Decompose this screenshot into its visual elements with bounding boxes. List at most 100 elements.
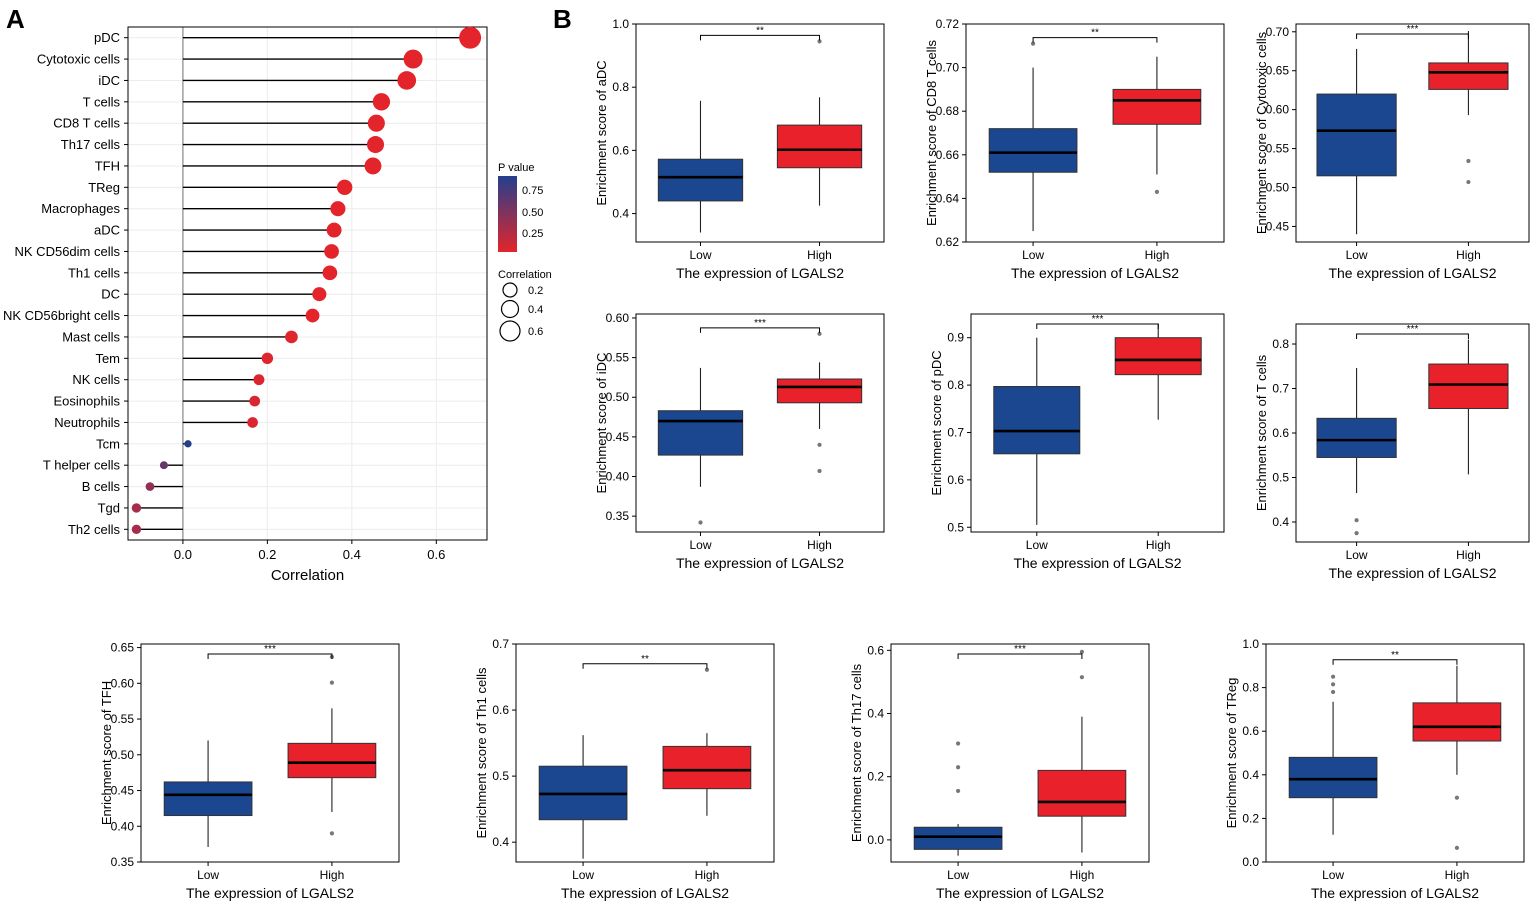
x-axis-title: The expression of LGALS2	[1013, 555, 1181, 571]
x-tick-label: Low	[947, 868, 969, 882]
y-tick-label: 0.55	[111, 712, 135, 726]
outlier-point	[817, 468, 822, 474]
y-tick-label: 0.6	[492, 703, 509, 717]
correlation-legend-circle	[499, 320, 521, 342]
y-tick-label: 0.5	[1272, 470, 1289, 484]
y-tick-label: 0.7	[1272, 382, 1289, 396]
plot-frame	[890, 643, 1150, 863]
x-tick-label: High	[807, 538, 832, 552]
box-low	[913, 826, 1003, 850]
y-tick-label: 0.45	[1266, 219, 1290, 233]
significance-bracket	[1356, 333, 1469, 339]
significance-label: ***	[1407, 324, 1419, 335]
x-tick-label: High	[1456, 548, 1481, 562]
y-tick-label: 0.0	[1242, 855, 1259, 869]
outlier-point	[1466, 158, 1471, 164]
significance-bracket	[582, 663, 708, 669]
boxplot-t-cells: 0.4 0.5 0.6 0.7 0.8 Low High *** The expression …	[1254, 323, 1530, 581]
significance-bracket	[1332, 659, 1458, 665]
significance-label: **	[1091, 28, 1099, 39]
significance-bracket	[1032, 37, 1158, 43]
y-tick-label: 0.60	[1266, 103, 1290, 117]
y-axis-title: Enrichment score of Th17 cells	[849, 663, 864, 842]
x-tick-label: Low	[689, 538, 711, 552]
box-high	[1112, 88, 1202, 125]
x-tick-label: High	[1445, 868, 1470, 882]
lollipop-point	[324, 244, 339, 259]
y-tick-label: NK cells	[72, 372, 120, 387]
outlier-point	[1079, 649, 1085, 654]
plot-frame	[127, 26, 488, 541]
box-low	[988, 128, 1078, 173]
lollipop-point	[184, 440, 192, 448]
lollipop-point	[322, 265, 338, 281]
outlier-point	[1030, 41, 1036, 46]
plot-border	[127, 26, 488, 541]
p-value-legend-title: P value	[498, 162, 535, 174]
y-tick-label: TReg	[88, 180, 120, 195]
y-tick-label: aDC	[94, 223, 120, 238]
correlation-legend-label: 0.6	[528, 326, 543, 338]
y-tick-label: T helper cells	[43, 458, 121, 473]
y-tick-label: CD8 T cells	[53, 116, 120, 131]
x-tick-label: High	[807, 248, 832, 262]
correlation-legend-title: Correlation	[498, 269, 552, 281]
outlier-point	[704, 667, 710, 672]
y-tick-label: 1.0	[612, 17, 629, 31]
box-high	[776, 378, 863, 404]
y-tick-label: 0.8	[1272, 337, 1289, 351]
x-tick-label: Low	[1022, 248, 1044, 262]
y-tick-label: 0.65	[111, 641, 135, 655]
p-value-legend-label: 0.25	[522, 228, 543, 240]
y-tick-label: 0.8	[612, 80, 629, 94]
x-axis-title: The expression of LGALS2	[676, 265, 844, 281]
x-tick-label: Low	[197, 868, 219, 882]
x-axis-title: Correlation	[271, 567, 344, 584]
y-axis-title: Enrichment score of Cytotoxic cells	[1254, 31, 1269, 234]
outlier-point	[1466, 179, 1471, 185]
y-tick-label: 0.7	[947, 425, 964, 439]
y-tick-label: 0.60	[111, 676, 135, 690]
outlier-point	[329, 680, 335, 685]
y-tick-label: 0.70	[1266, 25, 1290, 39]
y-tick-label: 0.4	[492, 835, 509, 849]
lollipop-point	[131, 524, 142, 535]
significance-bracket	[699, 34, 821, 41]
lollipop-point	[459, 26, 482, 49]
outlier-point	[1454, 845, 1460, 850]
y-tick-label: 0.5	[947, 520, 964, 534]
y-tick-label: 0.40	[111, 819, 135, 833]
box-high	[1114, 337, 1202, 376]
box-high	[1412, 702, 1502, 742]
y-tick-label: Th1 cells	[68, 265, 121, 280]
outlier-point	[1079, 675, 1085, 680]
lollipop-point	[253, 374, 265, 386]
p-value-legend-label: 0.75	[522, 185, 543, 197]
significance-label: ***	[1014, 644, 1026, 655]
y-tick-label: 0.6	[1242, 724, 1259, 738]
significance-bracket	[957, 653, 1083, 659]
box-high	[287, 742, 377, 779]
box-low	[993, 386, 1081, 455]
plot-frame	[1265, 643, 1525, 863]
x-tick-label: High	[320, 868, 345, 882]
y-axis-title: Enrichment score of TReg	[1224, 678, 1239, 829]
y-tick-label: 0.2	[1242, 811, 1259, 825]
boxplot-treg: 0.0 0.2 0.4 0.6 0.8 1.0 Low High ** The expressio…	[1224, 637, 1525, 901]
x-tick-label: Low	[1026, 538, 1048, 552]
significance-label: ***	[1407, 24, 1419, 35]
lollipop-point	[364, 157, 382, 175]
panel-b-label: B	[553, 4, 572, 34]
y-tick-label: 0.50	[606, 390, 630, 404]
lollipop-point	[366, 136, 385, 154]
y-tick-label: 1.0	[1242, 637, 1259, 651]
boxplot-idc: 0.35 0.40 0.45 0.50 0.55 0.60 Low High *** The ex…	[594, 311, 885, 571]
lollipop-point	[285, 330, 298, 344]
x-tick-label: High	[1456, 248, 1481, 262]
y-axis-title: Enrichment score of CD8 T cells	[924, 40, 939, 226]
lollipop-point	[403, 49, 423, 69]
y-tick-label: Th2 cells	[68, 522, 121, 537]
y-tick-label: Mast cells	[62, 329, 120, 344]
boxplot-cytotoxic-cells: 0.45 0.50 0.55 0.60 0.65 0.70 Low High *** The ex…	[1254, 23, 1530, 281]
y-tick-label: NK CD56bright cells	[3, 308, 121, 323]
